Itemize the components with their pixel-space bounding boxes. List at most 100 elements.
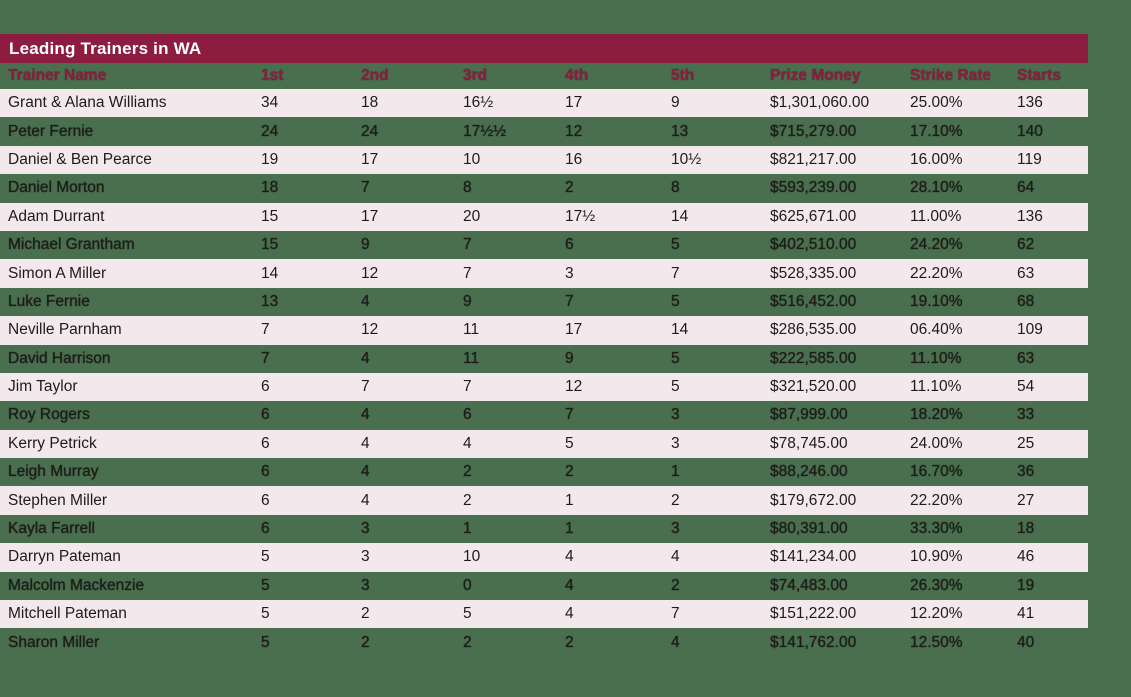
value-cell: 140	[1017, 122, 1043, 140]
value-cell: 4	[361, 349, 370, 367]
value-cell: $87,999.00	[770, 406, 848, 424]
value-cell: 2	[565, 633, 574, 651]
value-cell: 12	[361, 264, 379, 282]
value-cell: 5	[261, 633, 270, 651]
value-cell: 3	[565, 264, 574, 282]
value-cell: 18	[1017, 520, 1035, 538]
value-cell: 10.90%	[910, 548, 963, 566]
value-cell: 20	[463, 207, 481, 225]
table-row: Jim Taylor 6 7 7 12 5 $321,520.00 11.10% 54	[0, 372, 1088, 402]
trainer-name-cell: Kayla Farrell	[8, 520, 95, 538]
value-cell: $402,510.00	[770, 236, 857, 254]
trainer-name-cell: Adam Durrant	[8, 207, 105, 225]
value-cell: 41	[1017, 605, 1035, 623]
value-cell: $80,391.00	[770, 520, 848, 538]
trainer-name-cell: Mitchell Pateman	[8, 605, 127, 623]
value-cell: 5	[671, 236, 680, 254]
value-cell: 6	[261, 434, 270, 452]
trainer-name-cell: Kerry Petrick	[8, 434, 97, 452]
table-row: Kayla Farrell 6 3 1 1 3 $80,391.00 33.30% 18	[0, 515, 1088, 543]
column-header-strike-rate: Strike Rate	[910, 67, 991, 84]
value-cell: 6	[261, 378, 270, 396]
value-cell: $151,222.00	[770, 605, 857, 623]
trainer-name-cell: Grant & Alana Williams	[8, 94, 167, 112]
table-row: Luke Fernie 13 4 9 7 5 $516,452.00 19.10% 68	[0, 288, 1088, 316]
value-cell: 33	[1017, 406, 1035, 424]
column-header-trainer-name: Trainer Name	[8, 67, 107, 84]
value-cell: 2	[463, 463, 472, 481]
value-cell: 11.00%	[910, 207, 962, 225]
value-cell: 24	[361, 122, 379, 140]
value-cell: $286,535.00	[770, 321, 857, 339]
value-cell: 11	[463, 349, 480, 367]
value-cell: 3	[671, 520, 680, 538]
leading-trainers-table: Leading Trainers in WA Trainer Name 1st 2n…	[0, 34, 1088, 657]
value-cell: 17	[565, 94, 583, 112]
trainer-name-cell: Malcolm Mackenzie	[8, 576, 145, 594]
table-title: Leading Trainers in WA	[9, 38, 202, 58]
value-cell: 109	[1017, 321, 1043, 339]
value-cell: 18	[261, 179, 279, 197]
value-cell: 16.70%	[910, 463, 963, 481]
value-cell: 54	[1017, 378, 1035, 396]
column-header-3rd: 3rd	[463, 67, 488, 84]
value-cell: 17½	[565, 207, 596, 225]
value-cell: 7	[261, 349, 270, 367]
table-row: Stephen Miller 6 4 2 1 2 $179,672.00 22.20% 27	[0, 486, 1088, 515]
trainer-name-cell: Michael Grantham	[8, 236, 135, 254]
table-row: Roy Rogers 6 4 6 7 3 $87,999.00 18.20% 33	[0, 401, 1088, 429]
value-cell: 4	[565, 605, 574, 623]
value-cell: $821,217.00	[770, 150, 857, 168]
value-cell: 36	[1017, 463, 1035, 481]
column-header-4th: 4th	[565, 67, 589, 84]
value-cell: 4	[361, 463, 370, 481]
value-cell: 16½	[463, 94, 494, 112]
value-cell: 3	[361, 548, 370, 566]
value-cell: 16	[565, 150, 583, 168]
value-cell: 12.20%	[910, 605, 963, 623]
value-cell: 9	[463, 292, 472, 310]
value-cell: 3	[671, 406, 680, 424]
value-cell: 1	[463, 520, 472, 538]
value-cell: $516,452.00	[770, 292, 857, 310]
value-cell: 18.20%	[910, 406, 963, 424]
table-row: Grant & Alana Williams 34 18 16½ 17 9 $1,301,0…	[0, 89, 1088, 118]
value-cell: 5	[671, 349, 680, 367]
table-title-bar: Leading Trainers in WA	[0, 34, 1088, 63]
value-cell: 18	[361, 94, 379, 112]
value-cell: 2	[463, 633, 472, 651]
value-cell: 10	[463, 150, 481, 168]
value-cell: 6	[463, 406, 472, 424]
value-cell: 14	[671, 321, 689, 339]
trainer-name-cell: Peter Fernie	[8, 122, 94, 140]
value-cell: 11.10%	[910, 349, 962, 367]
value-cell: 3	[361, 576, 370, 594]
value-cell: 9	[671, 94, 680, 112]
value-cell: $74,483.00	[770, 576, 848, 594]
value-cell: 6	[261, 491, 270, 509]
value-cell: 4	[361, 434, 370, 452]
table-row: Darryn Pateman 5 3 10 4 4 $141,234.00 10.90% 46	[0, 543, 1088, 572]
table-row: Neville Parnham 7 12 11 17 14 $286,535.00 06.40…	[0, 316, 1088, 345]
value-cell: 63	[1017, 264, 1035, 282]
value-cell: $141,762.00	[770, 633, 857, 651]
table-row: Sharon Miller 5 2 2 2 4 $141,762.00 12.50% 40	[0, 628, 1088, 656]
value-cell: 0	[463, 576, 472, 594]
value-cell: 17.10%	[910, 122, 963, 140]
value-cell: 25.00%	[910, 94, 963, 112]
value-cell: 34	[261, 94, 279, 112]
value-cell: 4	[565, 576, 574, 594]
value-cell: 19	[261, 150, 279, 168]
table-row: Michael Grantham 15 9 7 6 5 $402,510.00 24.20% 6…	[0, 231, 1088, 259]
column-header-starts: Starts	[1017, 67, 1061, 84]
value-cell: 5	[261, 548, 270, 566]
value-cell: 17	[361, 150, 379, 168]
value-cell: 2	[361, 605, 370, 623]
value-cell: 12	[361, 321, 379, 339]
value-cell: $222,585.00	[770, 349, 857, 367]
value-cell: $179,672.00	[770, 491, 857, 509]
table-row: Daniel Morton 18 7 8 2 8 $593,239.00 28.10% 64	[0, 174, 1088, 202]
table-row: Simon A Miller 14 12 7 3 7 $528,335.00 22.20% 63	[0, 259, 1088, 288]
trainer-name-cell: Daniel & Ben Pearce	[8, 150, 152, 168]
